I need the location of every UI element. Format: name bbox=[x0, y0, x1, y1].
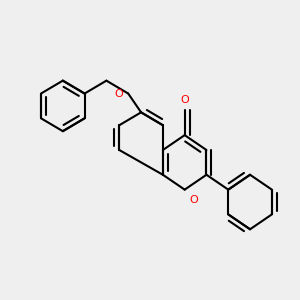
Text: O: O bbox=[115, 88, 123, 98]
Text: O: O bbox=[180, 95, 189, 105]
Text: O: O bbox=[190, 195, 198, 205]
